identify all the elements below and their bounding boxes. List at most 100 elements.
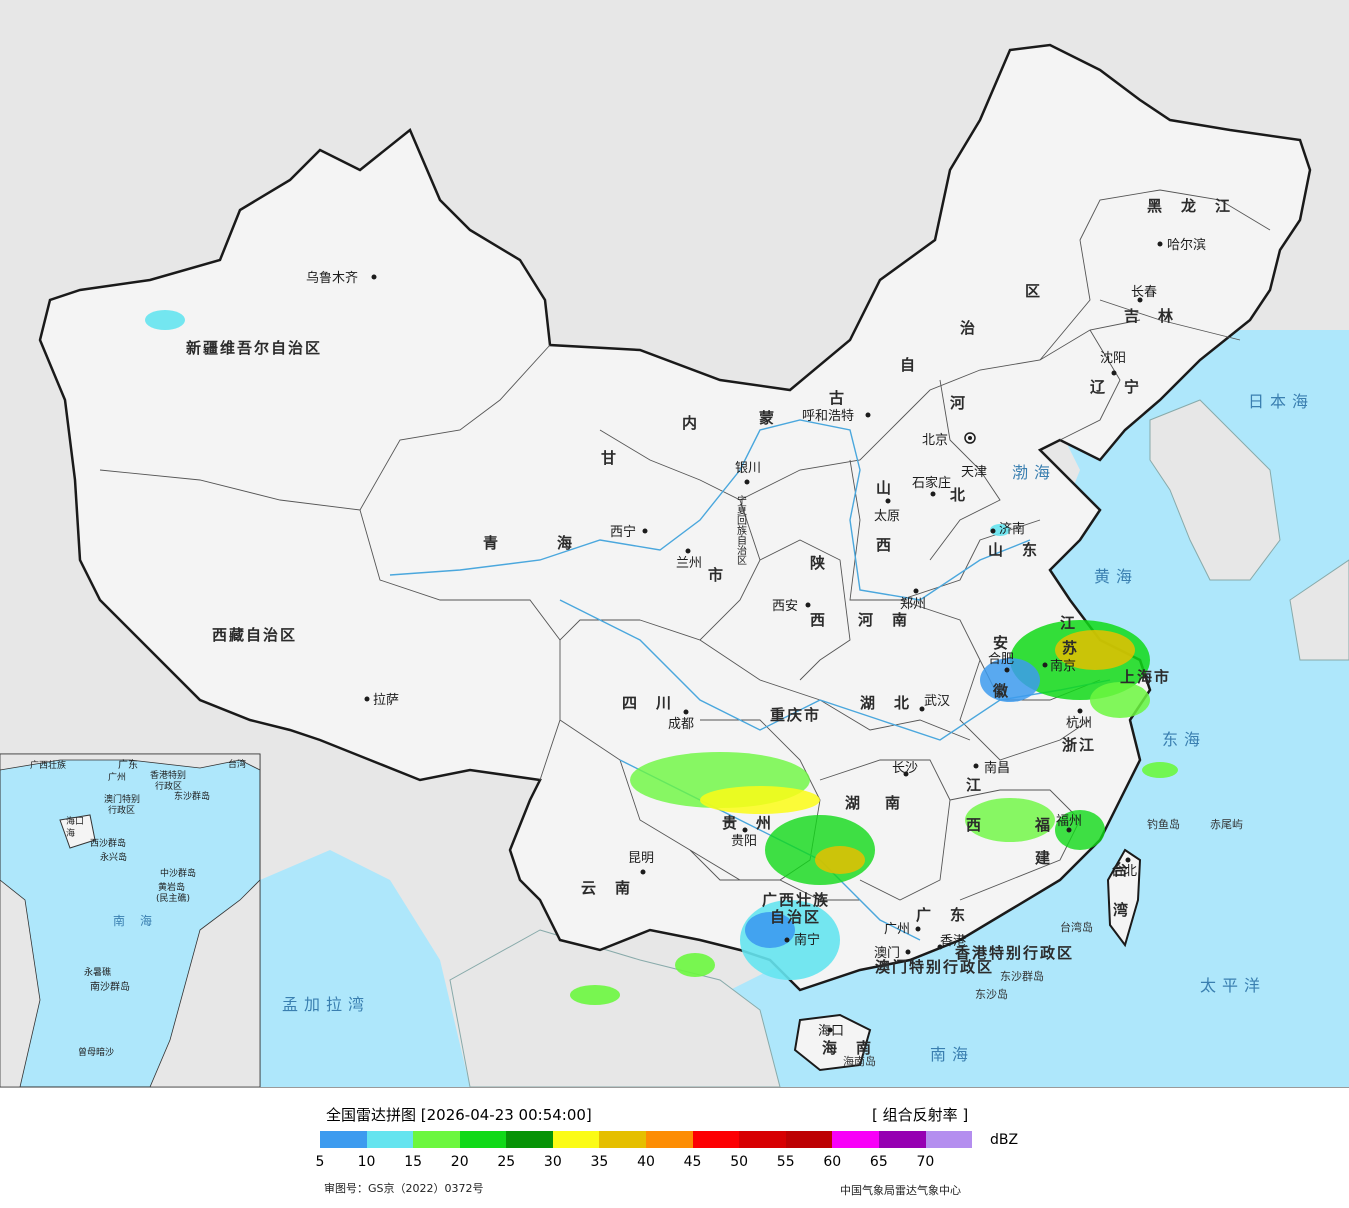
island-hainandao: 海南岛 (843, 1054, 876, 1068)
inset-guangzhou: 广州 (108, 771, 126, 783)
scale-swatch (646, 1131, 693, 1148)
prov-neimenggu-5: 治 (960, 319, 977, 337)
inset-zengmu: 曾母暗沙 (78, 1046, 114, 1058)
prov-ningxia: 宁夏回族自治区 (735, 494, 747, 565)
scale-tick-label: 50 (730, 1154, 749, 1170)
scale-tick-label: 15 (404, 1154, 423, 1170)
radar-map[interactable]: 新疆维吾尔自治区 西藏自治区 青 海 甘 内 蒙 古 自 治 区 黑 龙 江 吉… (0, 0, 1349, 1088)
city-guiyang: 贵阳 (731, 834, 757, 849)
city-changchun: 长春 (1131, 285, 1157, 300)
prov-neimenggu-4: 自 (900, 356, 917, 374)
inset-mo-2: 行政区 (108, 804, 135, 816)
scale-swatch (692, 1131, 740, 1148)
taiwan-island (1106, 848, 1142, 948)
inset-hk-2: 行政区 (155, 780, 182, 792)
city-yinchuan: 银川 (735, 461, 761, 476)
legend-panel: 全国雷达拼图 [2026-04-23 00:54:00] [ 组合反射率 ] d… (0, 1088, 1349, 1208)
city-fuzhou: 福州 (1056, 814, 1082, 829)
prov-neimenggu-2: 蒙 (759, 409, 776, 427)
prov-shaanxi-1: 陕 (810, 554, 827, 572)
scale-tick-label: 70 (916, 1154, 935, 1170)
review-number: 审图号：GS京（2022）0372号 (324, 1182, 484, 1195)
scale-swatch (599, 1131, 647, 1148)
scale-tick-label: 30 (543, 1154, 562, 1170)
inset-hainan: 海 (66, 827, 75, 839)
prov-sichuan: 四 川 (622, 694, 673, 712)
inset-haikou: 海口 (66, 815, 84, 827)
city-nanning: 南宁 (794, 932, 820, 948)
scale-tick-label: 25 (497, 1154, 516, 1170)
prov-guizhou: 贵 州 (722, 814, 773, 832)
prov-jiangxi-2: 西 (966, 816, 983, 834)
prov-neimenggu-6: 区 (1025, 282, 1042, 300)
inset-zhongsha: 中沙群岛 (160, 867, 196, 879)
city-harbin: 哈尔滨 (1167, 237, 1206, 253)
city-lhasa: 拉萨 (373, 693, 399, 708)
city-nanjing: 南京 (1050, 658, 1076, 674)
scale-swatch (832, 1131, 879, 1148)
prov-hongkong-sar: 香港特别行政区 (955, 944, 1074, 962)
prov-gansu-2: 市 (708, 566, 725, 584)
city-changsha: 长沙 (892, 761, 918, 776)
prov-xinjiang: 新疆维吾尔自治区 (186, 339, 322, 357)
sea-donghai: 东海 (1162, 730, 1206, 749)
inset-minzhu: (民主礁) (156, 892, 190, 904)
prov-neimenggu-3: 古 (829, 389, 846, 407)
island-taiwandao: 台湾岛 (1060, 920, 1093, 934)
city-chengdu: 成都 (668, 717, 694, 732)
inset-huangyan: 黄岩岛 (158, 881, 185, 893)
ocean-bengal (260, 850, 470, 1087)
prov-anhui-2: 徽 (992, 682, 1010, 700)
scale-tick-label: 65 (869, 1154, 888, 1170)
neighbor-se-asia (449, 929, 781, 1087)
prov-xizang: 西藏自治区 (212, 626, 297, 644)
prov-gansu-1: 甘 (601, 449, 618, 467)
neighbor-korea (1149, 399, 1281, 581)
scale-tick-label: 45 (683, 1154, 702, 1170)
prov-guangxi-2: 自治区 (770, 908, 821, 926)
city-shenyang: 沈阳 (1100, 351, 1126, 366)
map-canvas: 新疆维吾尔自治区 西藏自治区 青 海 甘 内 蒙 古 自 治 区 黑 龙 江 吉… (0, 43, 1349, 1087)
prov-jiangsu-2: 苏 (1062, 639, 1079, 657)
china-mainland (38, 43, 1312, 992)
scale-tick-label: 35 (590, 1154, 609, 1170)
inset-yongxing: 永兴岛 (100, 851, 127, 863)
city-urumqi: 乌鲁木齐 (306, 270, 358, 286)
city-taiyuan: 太原 (874, 509, 900, 524)
prov-jilin: 吉 林 (1124, 307, 1175, 325)
prov-zhejiang: 浙江 (1062, 736, 1096, 754)
island-chiweiyu: 赤尾屿 (1210, 818, 1243, 831)
prov-shaanxi-2: 西 (810, 611, 827, 629)
city-zhengzhou: 郑州 (900, 597, 926, 612)
scale-unit: dBZ (990, 1132, 1019, 1148)
inset-labels: 广东 广西壮族 广州 香港特别 行政区 澳门特别 行政区 东沙群岛 台湾 海口 … (30, 758, 246, 1058)
prov-hubei: 湖 北 (860, 694, 911, 712)
sea-huanghai: 黄海 (1094, 567, 1138, 586)
inset-xisha: 西沙群岛 (90, 837, 126, 849)
hainan-island (793, 1013, 872, 1072)
scale-tick-label: 5 (315, 1154, 325, 1170)
radar-echoes (145, 310, 1178, 1005)
prov-shanghai: 上海市 (1120, 668, 1171, 686)
inset-yongshu: 永暑礁 (84, 966, 111, 978)
prov-hainan: 海 南 (822, 1039, 873, 1057)
scale-swatch (925, 1131, 973, 1148)
prov-chongqing: 重庆市 (770, 706, 821, 724)
city-taipei: 台北 (1111, 864, 1137, 879)
city-kunming: 昆明 (628, 851, 654, 866)
prov-qinghai-1: 青 (483, 534, 500, 552)
prov-tianjin: 天津 (961, 465, 987, 480)
city-wuhan: 武汉 (924, 694, 950, 709)
city-lanzhou: 兰州 (676, 556, 702, 571)
south-china-sea-inset (0, 753, 261, 1087)
city-haikou: 海口 (818, 1024, 844, 1039)
legend-title: 全国雷达拼图 [2026-04-23 00:54:00] (326, 1106, 592, 1124)
scale-swatch (459, 1131, 507, 1148)
prov-shandong: 山 东 (988, 541, 1039, 559)
island-dongsha-qundao: 东沙群岛 (1000, 969, 1044, 983)
city-hangzhou: 杭州 (1066, 716, 1092, 731)
prov-shanxi-2: 西 (876, 536, 893, 554)
city-macau: 澳门 (874, 945, 900, 961)
province-borders (99, 189, 1271, 921)
inset-guangdong: 广东 (118, 758, 138, 771)
